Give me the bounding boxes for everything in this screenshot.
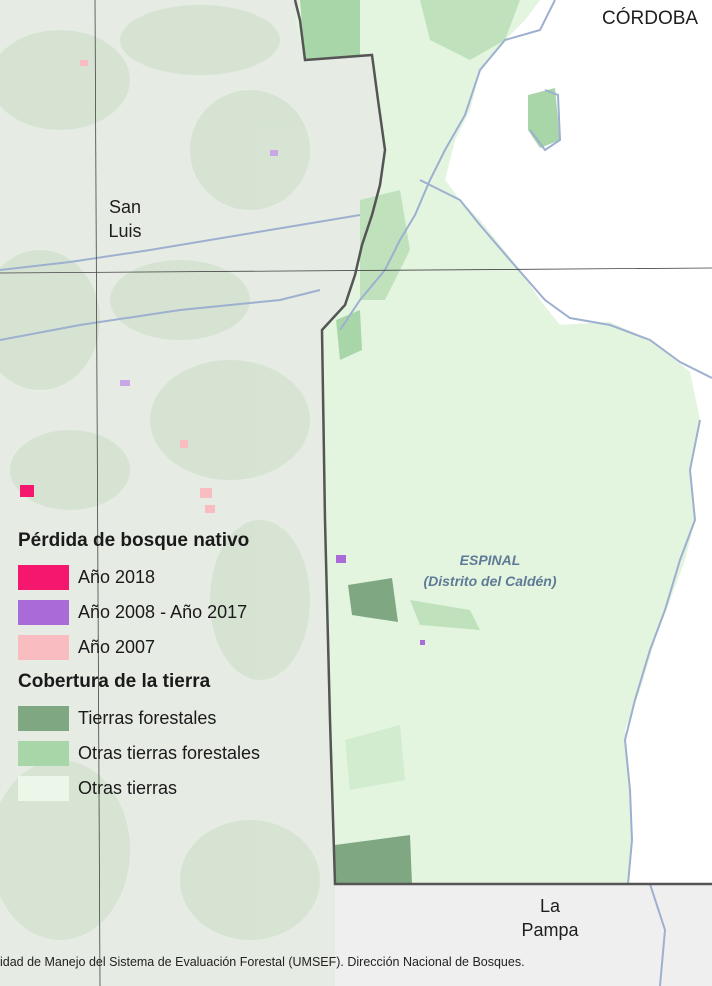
- forest-loss-patches: [20, 60, 425, 645]
- legend-item-loss-2018: Año 2018: [18, 560, 318, 595]
- legend-swatch: [18, 706, 69, 731]
- legend-swatch: [18, 565, 69, 590]
- san-luis-label: San Luis: [108, 197, 142, 241]
- ecoregion-district: (Distrito del Caldén): [423, 573, 557, 589]
- cordoba-label: CÓRDOBA: [602, 8, 699, 29]
- legend-item-loss-2008-2017: Año 2008 - Año 2017: [18, 595, 318, 630]
- legend-loss-title: Pérdida de bosque nativo: [18, 530, 250, 551]
- legend-swatch: [18, 600, 69, 625]
- la-pampa-area: [335, 884, 712, 986]
- forest-patches: [300, 0, 560, 884]
- legend-swatch: [18, 635, 69, 660]
- legend-swatch: [18, 776, 69, 801]
- legend-label: Tierras forestales: [78, 708, 217, 728]
- source-credit: idad de Manejo del Sistema de Evaluación…: [0, 955, 525, 969]
- legend: Pérdida de bosque nativo Año 2018 Año 20…: [18, 530, 318, 806]
- san-luis-vegetation: [0, 5, 320, 940]
- legend-label: Año 2018: [78, 567, 156, 587]
- legend-swatch: [18, 741, 69, 766]
- province-boundaries: [293, 0, 712, 886]
- legend-label: Otras tierras forestales: [78, 743, 261, 763]
- cordoba-area: [445, 0, 712, 380]
- legend-label: Otras tierras: [78, 778, 178, 798]
- legend-cover-title: Cobertura de la tierra: [18, 671, 211, 692]
- legend-item-other-forest: Otras tierras forestales: [18, 736, 318, 771]
- la-pampa-label: La Pampa: [521, 896, 579, 940]
- legend-label: Año 2008 - Año 2017: [78, 602, 248, 622]
- legend-label: Año 2007: [78, 637, 156, 657]
- legend-item-other-land: Otras tierras: [18, 771, 318, 806]
- ecoregion-name: ESPINAL: [459, 552, 521, 568]
- ecoregion-label: ESPINAL (Distrito del Caldén): [395, 550, 585, 592]
- legend-item-forest: Tierras forestales: [18, 701, 318, 736]
- cordoba-area-south: [625, 372, 712, 884]
- legend-item-loss-2007: Año 2007: [18, 630, 318, 665]
